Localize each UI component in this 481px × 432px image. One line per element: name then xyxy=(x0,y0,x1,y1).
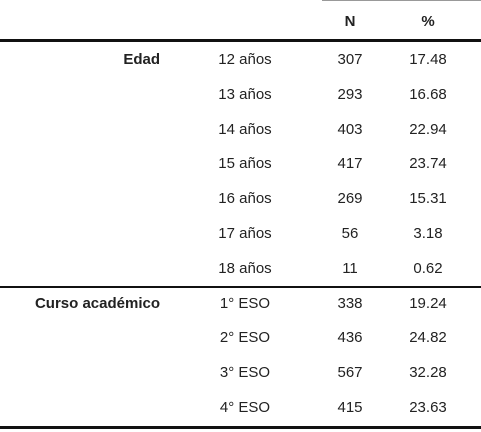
cell-value: 11 xyxy=(342,259,358,277)
row-label: 4° ESO xyxy=(219,399,271,416)
cell-value: 417 xyxy=(337,155,363,173)
cell-value: 23.74 xyxy=(409,155,447,173)
group-rule xyxy=(0,286,481,288)
cell-value: 415 xyxy=(337,399,363,416)
row-label: 16 años xyxy=(218,190,272,208)
cell-value: 567 xyxy=(337,364,363,382)
cell-value: 0.62 xyxy=(413,259,443,277)
cell-value: 24.82 xyxy=(409,329,447,347)
row-label: 18 años xyxy=(218,259,272,277)
cell-value: 16.68 xyxy=(409,85,447,103)
cell-value: 269 xyxy=(337,190,363,208)
cell-value: 22.94 xyxy=(409,120,447,138)
row-label: 15 años xyxy=(218,155,272,173)
cell-value: 3.18 xyxy=(413,225,443,242)
cell-value: 56 xyxy=(341,225,359,242)
row-label: 1° ESO xyxy=(219,294,271,312)
cell-value: 436 xyxy=(337,329,363,347)
header-rule xyxy=(0,39,481,42)
group-label: Curso académico xyxy=(34,294,160,312)
row-label: 3° ESO xyxy=(219,364,271,382)
row-label: 17 años xyxy=(218,225,272,242)
cell-value: 19.24 xyxy=(409,294,447,312)
cell-value: 15.31 xyxy=(409,190,447,208)
row-label: 13 años xyxy=(218,85,272,103)
row-label: 2° ESO xyxy=(219,329,271,347)
column-header: N xyxy=(344,13,356,30)
column-header: % xyxy=(421,13,435,30)
cell-value: 307 xyxy=(337,51,363,68)
row-label: 14 años xyxy=(218,120,272,138)
cell-value: 23.63 xyxy=(409,399,447,416)
row-label: 12 años xyxy=(218,51,272,68)
cell-value: 403 xyxy=(337,120,363,138)
cell-value: 338 xyxy=(337,294,363,312)
cell-value: 17.48 xyxy=(409,51,447,68)
bottom-rule xyxy=(0,426,481,429)
cell-value: 293 xyxy=(337,85,363,103)
cell-value: 32.28 xyxy=(409,364,447,382)
header-top-rule xyxy=(322,0,481,1)
group-label: Edad xyxy=(123,51,160,68)
